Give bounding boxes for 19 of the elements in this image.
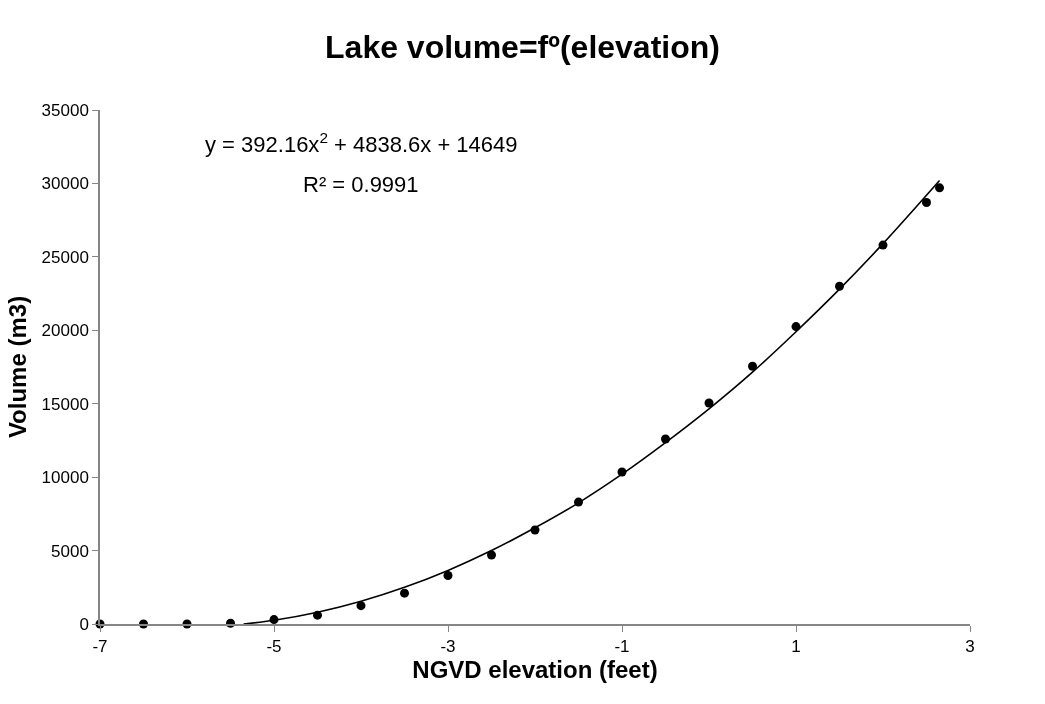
annotation: y = 392.16x$^{2}$ + 4838.6x + 14649 (205, 129, 518, 158)
x-tick-label: 3 (965, 637, 975, 657)
x-axis-title: NGVD elevation (feet) (412, 656, 658, 684)
x-tick-label: -3 (440, 637, 456, 657)
chart-title: Lake volume=fº(elevation) (325, 28, 720, 65)
y-axis-title: Volume (m3) (4, 295, 32, 439)
y-tick-label: 10000 (41, 468, 89, 488)
y-tick-label: 5000 (51, 541, 89, 561)
y-tick-label: 35000 (41, 100, 89, 120)
y-tick-label: 20000 (41, 321, 89, 341)
y-tick-label: 0 (79, 614, 89, 634)
annotation: R² = 0.9991 (303, 172, 419, 197)
x-tick-label: -5 (266, 637, 282, 657)
x-tick-label: -7 (92, 637, 108, 657)
x-tick-label: 1 (791, 637, 801, 657)
y-tick-label: 30000 (41, 174, 89, 194)
x-tick-label: -1 (614, 637, 630, 657)
y-tick-label: 25000 (41, 247, 89, 267)
y-tick-label: 15000 (41, 394, 89, 414)
